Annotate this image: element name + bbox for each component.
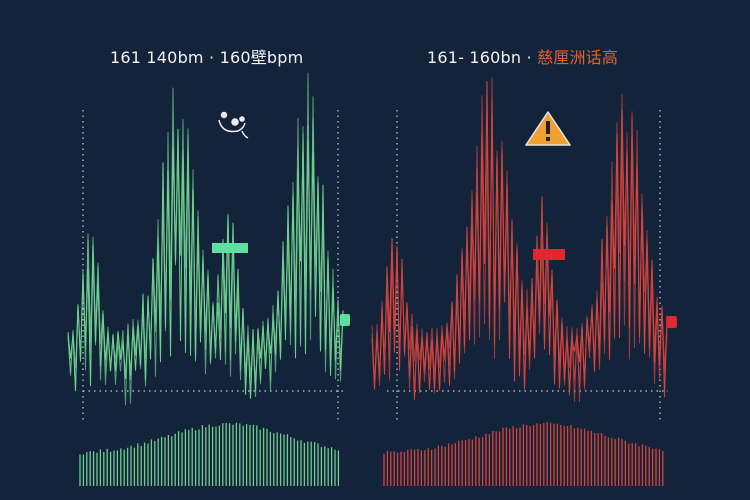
- ecg-waveform: [371, 95, 668, 397]
- left-waveform-panel: [67, 72, 345, 486]
- ecg-waveform: [67, 72, 344, 398]
- left-title-unit: bpm: [266, 48, 304, 67]
- right-waveform-panel: [371, 77, 668, 486]
- right-title-text: 161- 160bn ·: [427, 48, 532, 67]
- warning-triangle-icon: [525, 111, 571, 146]
- right-level-marker: [533, 249, 565, 260]
- left-title-text: 161 140bm · 160: [110, 48, 251, 67]
- right-panel-title: 161- 160bn · 慈厘洲话高: [427, 44, 618, 68]
- right-title-warning: 慈厘洲话高: [537, 48, 619, 67]
- right-end-marker-icon: [667, 316, 677, 328]
- left-end-marker-icon: [340, 314, 350, 326]
- left-title-glyph: 壁: [250, 48, 267, 67]
- face-sketch-icon: [218, 111, 249, 139]
- left-level-marker: [212, 243, 248, 253]
- left-panel-title: 161 140bm · 160壁bpm: [110, 44, 303, 68]
